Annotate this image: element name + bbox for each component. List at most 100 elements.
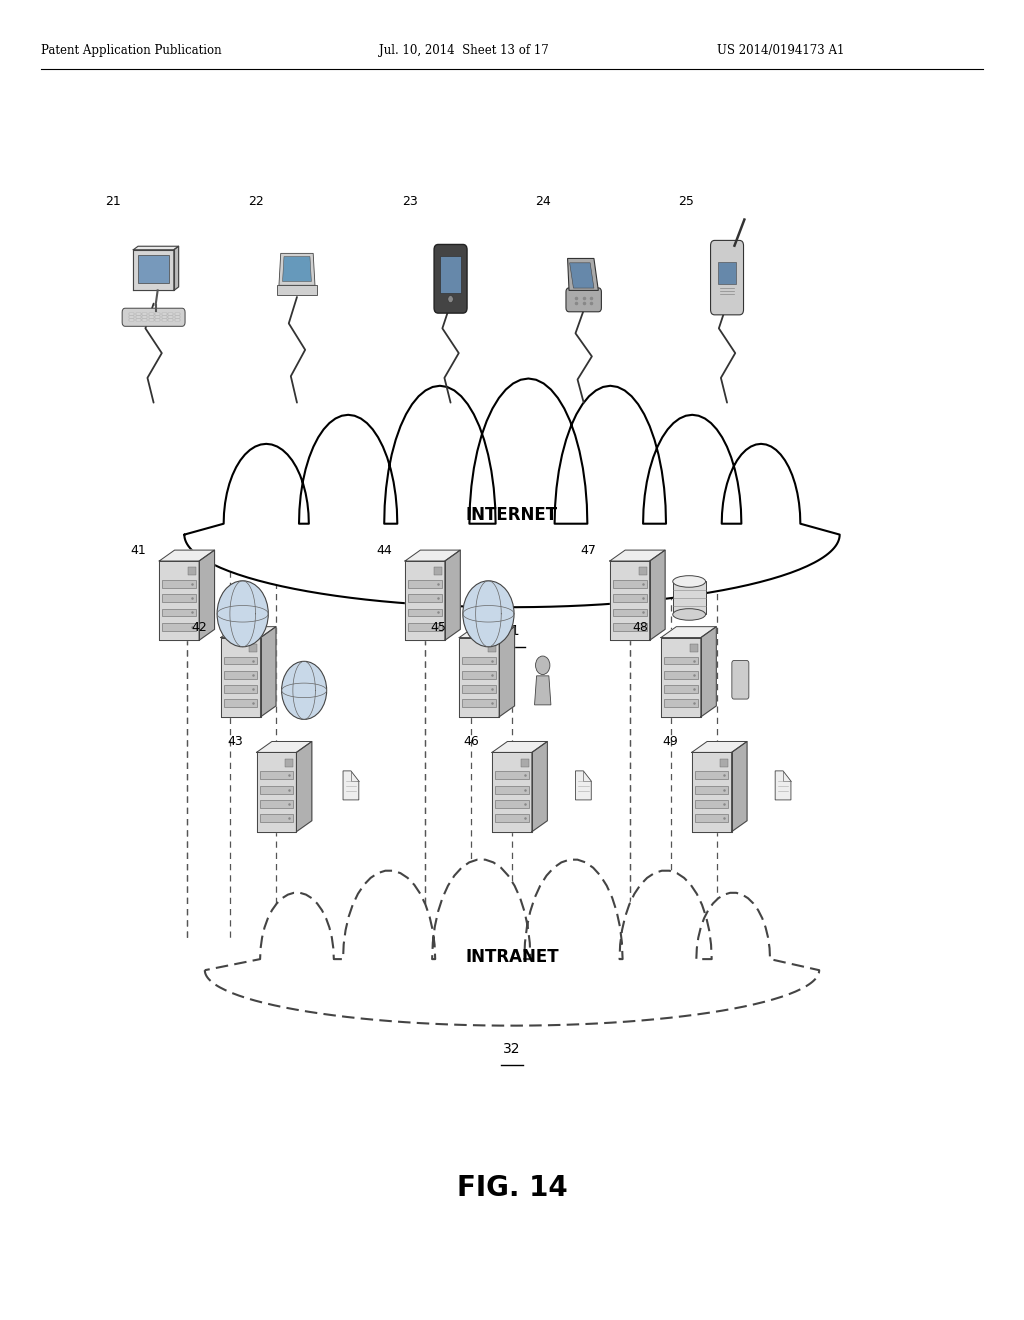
- FancyBboxPatch shape: [136, 315, 141, 318]
- Text: 24: 24: [535, 194, 551, 207]
- Circle shape: [217, 581, 268, 647]
- FancyBboxPatch shape: [138, 255, 169, 282]
- FancyBboxPatch shape: [463, 700, 496, 708]
- FancyBboxPatch shape: [260, 785, 293, 793]
- Polygon shape: [256, 752, 297, 832]
- FancyBboxPatch shape: [496, 800, 528, 808]
- Polygon shape: [160, 561, 199, 640]
- Text: 25: 25: [678, 194, 694, 207]
- FancyBboxPatch shape: [142, 315, 147, 318]
- FancyBboxPatch shape: [496, 785, 528, 793]
- Text: 31: 31: [503, 624, 521, 638]
- FancyBboxPatch shape: [711, 240, 743, 315]
- FancyBboxPatch shape: [224, 700, 257, 708]
- FancyBboxPatch shape: [129, 315, 134, 318]
- FancyBboxPatch shape: [156, 318, 161, 321]
- Polygon shape: [700, 627, 717, 717]
- Text: 46: 46: [463, 735, 479, 748]
- Polygon shape: [221, 627, 276, 638]
- Polygon shape: [610, 550, 666, 561]
- Text: 49: 49: [663, 735, 679, 748]
- FancyBboxPatch shape: [156, 315, 161, 318]
- Polygon shape: [283, 256, 311, 281]
- Polygon shape: [492, 752, 532, 832]
- Polygon shape: [492, 742, 547, 752]
- Text: INTERNET: INTERNET: [466, 506, 558, 524]
- Polygon shape: [535, 676, 551, 705]
- FancyBboxPatch shape: [142, 318, 147, 321]
- Polygon shape: [205, 859, 819, 1026]
- Polygon shape: [731, 742, 746, 832]
- Text: 32: 32: [503, 1043, 521, 1056]
- FancyBboxPatch shape: [175, 315, 180, 318]
- FancyBboxPatch shape: [665, 685, 697, 693]
- FancyBboxPatch shape: [665, 700, 697, 708]
- Text: 41: 41: [130, 544, 146, 557]
- Polygon shape: [279, 253, 315, 285]
- FancyBboxPatch shape: [496, 771, 528, 779]
- Polygon shape: [775, 771, 791, 800]
- FancyBboxPatch shape: [156, 313, 161, 315]
- FancyBboxPatch shape: [665, 656, 697, 664]
- FancyBboxPatch shape: [639, 568, 646, 576]
- Circle shape: [447, 296, 454, 302]
- FancyBboxPatch shape: [521, 759, 528, 767]
- Text: 22: 22: [248, 194, 264, 207]
- Polygon shape: [692, 752, 731, 832]
- FancyBboxPatch shape: [129, 313, 134, 315]
- Text: 43: 43: [227, 735, 244, 748]
- FancyBboxPatch shape: [488, 644, 496, 652]
- Polygon shape: [199, 550, 214, 640]
- Polygon shape: [184, 379, 840, 607]
- FancyBboxPatch shape: [695, 785, 728, 793]
- FancyBboxPatch shape: [168, 315, 173, 318]
- FancyBboxPatch shape: [148, 313, 154, 315]
- FancyBboxPatch shape: [163, 579, 196, 587]
- FancyBboxPatch shape: [224, 685, 257, 693]
- Polygon shape: [256, 742, 312, 752]
- FancyBboxPatch shape: [175, 318, 180, 321]
- FancyBboxPatch shape: [224, 671, 257, 678]
- FancyBboxPatch shape: [718, 261, 736, 284]
- Circle shape: [282, 661, 327, 719]
- Polygon shape: [459, 627, 515, 638]
- Polygon shape: [404, 561, 444, 640]
- FancyBboxPatch shape: [276, 285, 317, 296]
- FancyBboxPatch shape: [409, 609, 441, 616]
- Text: 45: 45: [430, 620, 446, 634]
- FancyBboxPatch shape: [163, 623, 196, 631]
- FancyBboxPatch shape: [665, 671, 697, 678]
- Polygon shape: [567, 259, 598, 290]
- Polygon shape: [610, 561, 649, 640]
- Text: 44: 44: [376, 544, 392, 557]
- FancyBboxPatch shape: [732, 660, 749, 700]
- Polygon shape: [649, 550, 666, 640]
- FancyBboxPatch shape: [168, 313, 173, 315]
- FancyBboxPatch shape: [136, 318, 141, 321]
- FancyBboxPatch shape: [162, 318, 167, 321]
- FancyBboxPatch shape: [613, 594, 646, 602]
- FancyBboxPatch shape: [409, 579, 441, 587]
- FancyBboxPatch shape: [142, 313, 147, 315]
- FancyBboxPatch shape: [496, 814, 528, 822]
- FancyBboxPatch shape: [434, 244, 467, 313]
- FancyBboxPatch shape: [162, 313, 167, 315]
- Circle shape: [463, 581, 514, 647]
- FancyBboxPatch shape: [163, 594, 196, 602]
- FancyBboxPatch shape: [168, 318, 173, 321]
- FancyBboxPatch shape: [463, 656, 496, 664]
- FancyBboxPatch shape: [224, 656, 257, 664]
- Polygon shape: [221, 638, 260, 717]
- FancyBboxPatch shape: [163, 609, 196, 616]
- FancyBboxPatch shape: [162, 315, 167, 318]
- FancyBboxPatch shape: [613, 609, 646, 616]
- FancyBboxPatch shape: [129, 318, 134, 321]
- Text: US 2014/0194173 A1: US 2014/0194173 A1: [717, 44, 844, 57]
- FancyBboxPatch shape: [613, 623, 646, 631]
- Polygon shape: [673, 581, 706, 614]
- Polygon shape: [133, 249, 174, 290]
- Polygon shape: [569, 263, 594, 288]
- Text: 21: 21: [104, 194, 121, 207]
- Text: FIG. 14: FIG. 14: [457, 1173, 567, 1203]
- FancyBboxPatch shape: [148, 315, 154, 318]
